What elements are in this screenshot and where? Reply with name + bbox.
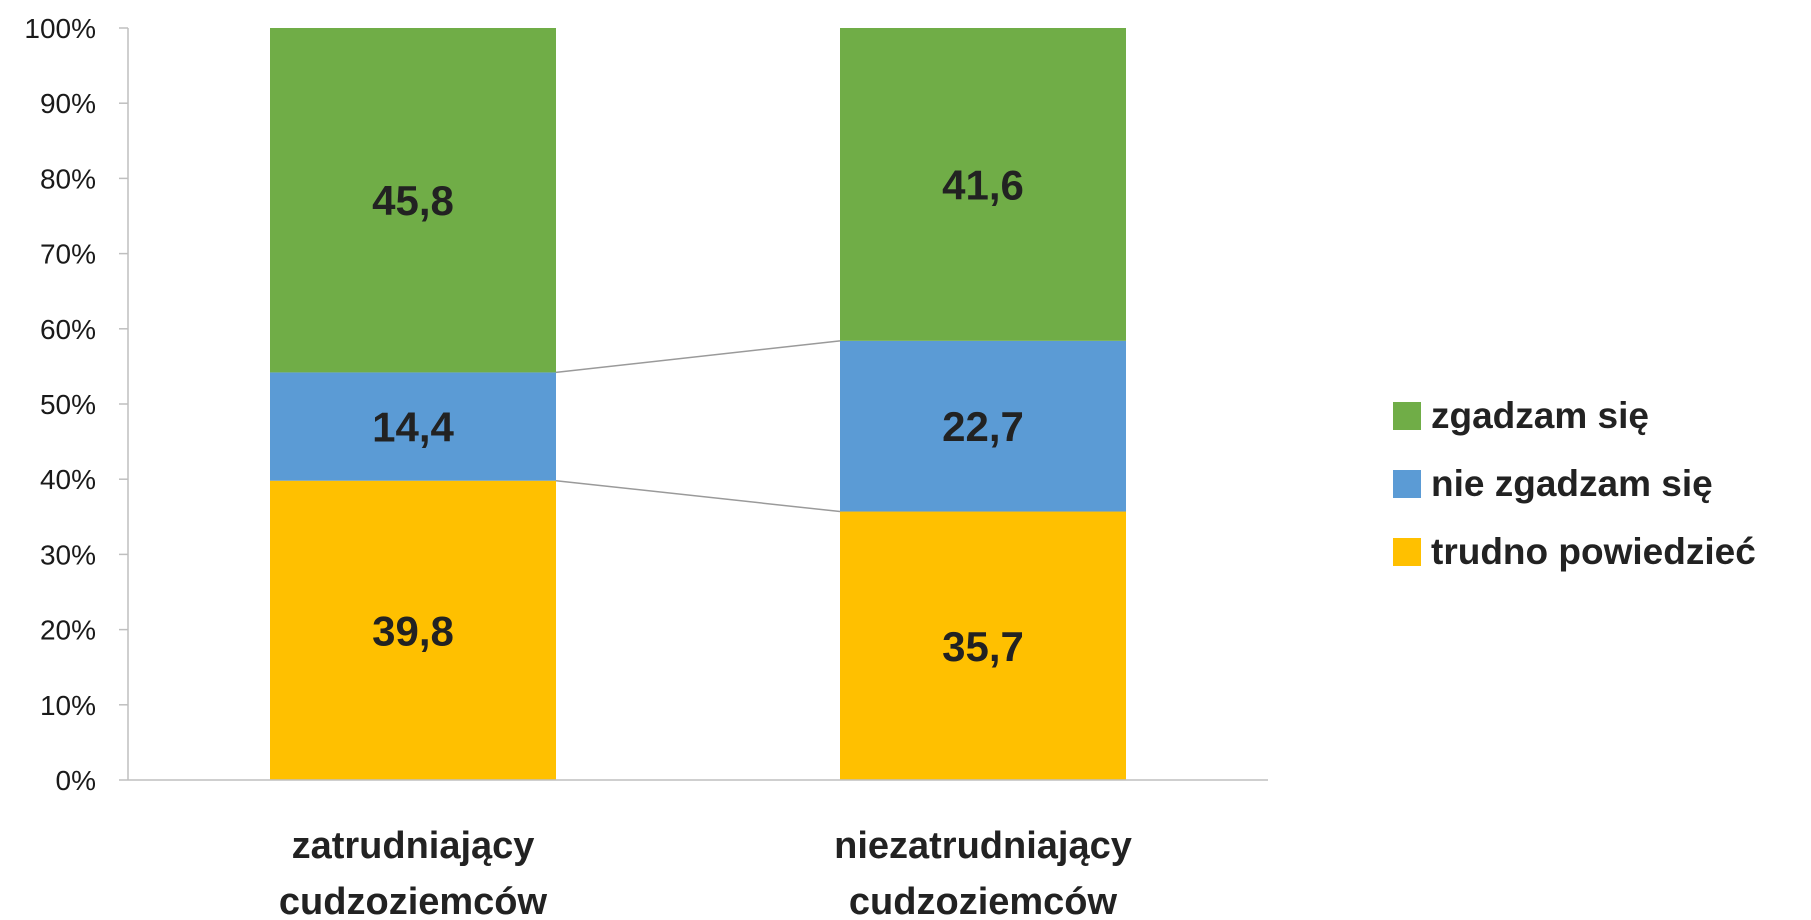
y-tick-label: 30% bbox=[40, 539, 96, 570]
y-tick-label: 60% bbox=[40, 314, 96, 345]
series-lines bbox=[555, 340, 841, 513]
series-line bbox=[555, 340, 841, 374]
data-label: 35,7 bbox=[942, 623, 1024, 670]
data-label: 14,4 bbox=[372, 404, 454, 451]
series-line bbox=[555, 479, 841, 513]
bar-segment bbox=[270, 480, 556, 780]
data-label: 45,8 bbox=[372, 177, 454, 224]
y-tick-label: 0% bbox=[56, 765, 96, 796]
y-tick-label: 50% bbox=[40, 389, 96, 420]
bar-segment bbox=[270, 372, 556, 481]
y-tick-label: 10% bbox=[40, 690, 96, 721]
bars bbox=[270, 28, 1126, 780]
legend-label: nie zgadzam się bbox=[1431, 463, 1713, 504]
bar-segment bbox=[840, 511, 1126, 780]
legend-label: zgadzam się bbox=[1431, 395, 1649, 436]
legend: zgadzam się nie zgadzam się trudno powiedz… bbox=[1393, 395, 1756, 572]
legend-swatch bbox=[1393, 402, 1421, 430]
y-tick-label: 90% bbox=[40, 88, 96, 119]
data-label: 39,8 bbox=[372, 607, 454, 654]
data-labels: 39,8 14,4 45,8 35,7 22,7 41,6 bbox=[372, 161, 1024, 669]
bar-segment bbox=[840, 340, 1126, 512]
legend-swatch bbox=[1393, 470, 1421, 498]
y-tick-label: 40% bbox=[40, 464, 96, 495]
x-category-label: zatrudniający bbox=[292, 825, 535, 867]
axes: 0% 10% 20% 30% 40% 50% 60% 70% 80% 90% 100% zatrudn… bbox=[24, 13, 1268, 920]
x-category-label: cudzoziemców bbox=[279, 881, 548, 920]
data-label: 41,6 bbox=[942, 161, 1024, 208]
y-tick-label: 70% bbox=[40, 239, 96, 270]
bar-segment bbox=[840, 28, 1126, 341]
bar-segment bbox=[270, 28, 556, 373]
legend-swatch bbox=[1393, 538, 1421, 566]
x-category-label: cudzoziemców bbox=[849, 881, 1118, 920]
y-tick-label: 20% bbox=[40, 615, 96, 646]
y-tick-label: 80% bbox=[40, 163, 96, 194]
data-label: 22,7 bbox=[942, 403, 1024, 450]
y-tick-label: 100% bbox=[24, 13, 96, 44]
x-category-label: niezatrudniający bbox=[834, 825, 1132, 867]
legend-label: trudno powiedzieć bbox=[1431, 531, 1756, 572]
